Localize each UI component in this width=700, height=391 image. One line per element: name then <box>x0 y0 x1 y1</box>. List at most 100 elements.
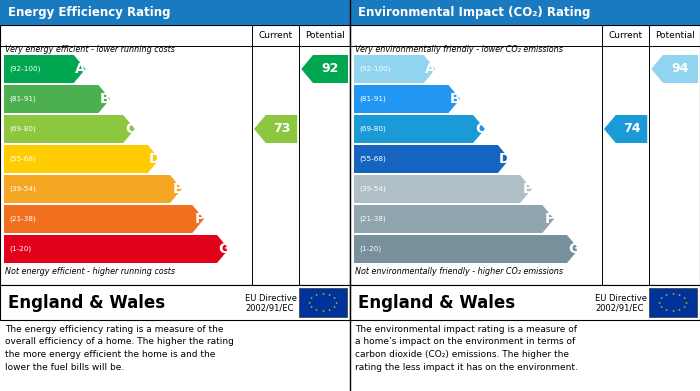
Text: ★: ★ <box>671 309 675 313</box>
Text: A: A <box>76 62 86 76</box>
Text: The energy efficiency rating is a measure of the
overall efficiency of a home. T: The energy efficiency rating is a measur… <box>5 325 234 371</box>
Polygon shape <box>4 115 135 143</box>
Text: England & Wales: England & Wales <box>8 294 165 312</box>
Text: (21-38): (21-38) <box>359 216 386 222</box>
Polygon shape <box>354 55 435 83</box>
Bar <box>0 0 350 25</box>
Text: 73: 73 <box>273 122 290 136</box>
Polygon shape <box>354 145 510 173</box>
Text: C: C <box>475 122 485 136</box>
Text: (81-91): (81-91) <box>359 96 386 102</box>
Text: F: F <box>195 212 204 226</box>
Bar <box>0 285 350 320</box>
Text: Potential: Potential <box>654 31 694 40</box>
Polygon shape <box>254 115 298 143</box>
Text: D: D <box>499 152 511 166</box>
Polygon shape <box>4 55 85 83</box>
Text: ★: ★ <box>321 292 325 296</box>
Polygon shape <box>354 235 579 263</box>
Text: Environmental Impact (CO₂) Rating: Environmental Impact (CO₂) Rating <box>358 6 590 19</box>
Text: ★: ★ <box>328 293 331 297</box>
Text: 2002/91/EC: 2002/91/EC <box>595 303 643 312</box>
Text: A: A <box>426 62 436 76</box>
Bar <box>300 288 347 317</box>
Text: (92-100): (92-100) <box>359 66 391 72</box>
Text: 2002/91/EC: 2002/91/EC <box>245 303 293 312</box>
Text: ★: ★ <box>683 305 686 309</box>
Bar <box>350 0 700 25</box>
Text: Not environmentally friendly - higher CO₂ emissions: Not environmentally friendly - higher CO… <box>355 267 563 276</box>
Text: England & Wales: England & Wales <box>358 294 515 312</box>
Text: (21-38): (21-38) <box>9 216 36 222</box>
Text: Potential: Potential <box>304 31 344 40</box>
Text: Energy Efficiency Rating: Energy Efficiency Rating <box>8 6 171 19</box>
Text: The environmental impact rating is a measure of
a home’s impact on the environme: The environmental impact rating is a mea… <box>355 325 578 371</box>
Text: ★: ★ <box>310 296 313 300</box>
Polygon shape <box>651 55 698 83</box>
Polygon shape <box>301 55 348 83</box>
Text: Very energy efficient - lower running costs: Very energy efficient - lower running co… <box>5 45 175 54</box>
Polygon shape <box>4 175 182 203</box>
Bar <box>650 288 697 317</box>
Bar <box>0 25 350 285</box>
Text: B: B <box>450 92 461 106</box>
Text: ★: ★ <box>315 308 318 312</box>
Text: (81-91): (81-91) <box>9 96 36 102</box>
Text: 94: 94 <box>672 63 690 75</box>
Text: ★: ★ <box>315 293 318 297</box>
Text: ★: ★ <box>678 293 681 297</box>
Text: (39-54): (39-54) <box>9 186 36 192</box>
Text: (39-54): (39-54) <box>359 186 386 192</box>
Text: 74: 74 <box>623 122 640 136</box>
Text: ★: ★ <box>660 296 663 300</box>
Text: D: D <box>149 152 161 166</box>
Text: Current: Current <box>608 31 643 40</box>
Text: (55-68): (55-68) <box>359 156 386 162</box>
Text: E: E <box>522 182 532 196</box>
Text: Very environmentally friendly - lower CO₂ emissions: Very environmentally friendly - lower CO… <box>355 45 563 54</box>
Text: (92-100): (92-100) <box>9 66 41 72</box>
Text: ★: ★ <box>321 309 325 313</box>
Polygon shape <box>4 145 160 173</box>
Text: (55-68): (55-68) <box>9 156 36 162</box>
Text: E: E <box>172 182 182 196</box>
Text: EU Directive: EU Directive <box>245 294 297 303</box>
Bar <box>350 285 700 320</box>
Text: ★: ★ <box>328 308 331 312</box>
Text: ★: ★ <box>333 305 336 309</box>
Text: ★: ★ <box>658 301 662 305</box>
Text: (69-80): (69-80) <box>359 126 386 132</box>
Text: 92: 92 <box>322 63 340 75</box>
Text: F: F <box>545 212 554 226</box>
Text: (69-80): (69-80) <box>9 126 36 132</box>
Polygon shape <box>4 205 204 233</box>
Text: ★: ★ <box>665 293 668 297</box>
Text: G: G <box>218 242 230 256</box>
Text: Current: Current <box>258 31 293 40</box>
Polygon shape <box>4 85 110 113</box>
Text: B: B <box>100 92 111 106</box>
Text: ★: ★ <box>310 305 313 309</box>
Text: (1-20): (1-20) <box>359 246 381 252</box>
Text: ★: ★ <box>665 308 668 312</box>
Polygon shape <box>354 115 485 143</box>
Polygon shape <box>354 175 532 203</box>
Polygon shape <box>354 85 460 113</box>
Text: Not energy efficient - higher running costs: Not energy efficient - higher running co… <box>5 267 175 276</box>
Text: ★: ★ <box>308 301 312 305</box>
Text: ★: ★ <box>660 305 663 309</box>
Text: ★: ★ <box>671 292 675 296</box>
Text: ★: ★ <box>333 296 336 300</box>
Text: ★: ★ <box>335 301 338 305</box>
Polygon shape <box>4 235 229 263</box>
Text: ★: ★ <box>683 296 686 300</box>
Text: EU Directive: EU Directive <box>595 294 647 303</box>
Polygon shape <box>354 205 554 233</box>
Bar <box>350 25 700 285</box>
Text: ★: ★ <box>678 308 681 312</box>
Text: ★: ★ <box>685 301 688 305</box>
Text: G: G <box>568 242 580 256</box>
Text: (1-20): (1-20) <box>9 246 31 252</box>
Text: C: C <box>125 122 135 136</box>
Polygon shape <box>604 115 648 143</box>
